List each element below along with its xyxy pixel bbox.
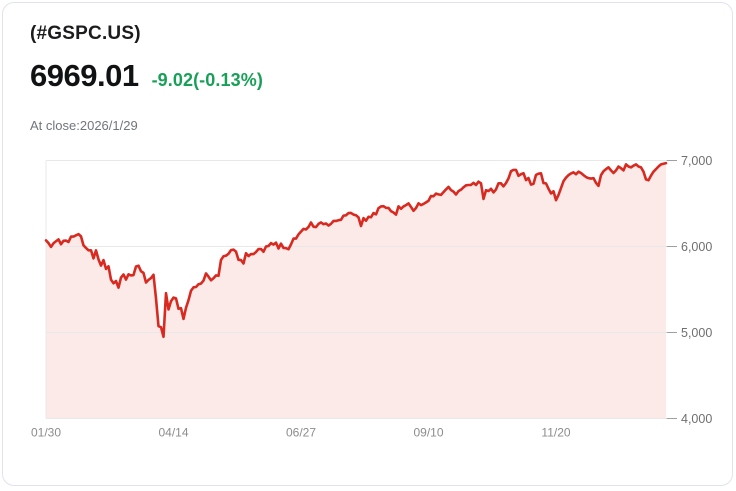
price-change: -9.02(-0.13%) — [151, 70, 263, 90]
x-axis-label: 01/30 — [31, 426, 61, 440]
price-chart[interactable]: 7,000 6,000 5,000 4,000 01/30 04/14 06/27 09/10… — [3, 3, 736, 491]
price-line-series — [44, 161, 668, 339]
x-axis-label: 04/14 — [158, 426, 188, 440]
quote-card: (#GSPC.US) 6969.01 -9.02(-0.13%) At clos… — [2, 2, 733, 486]
y-axis-label: 7,000 — [681, 154, 712, 168]
y-axis-label: 5,000 — [681, 326, 712, 340]
x-axis-label: 06/27 — [286, 426, 316, 440]
price-area-fill — [46, 163, 666, 419]
y-axis-label: 4,000 — [681, 412, 712, 426]
y-axis-label: 6,000 — [681, 240, 712, 254]
x-axis-label: 11/20 — [541, 426, 570, 440]
last-price: 6969.01 — [30, 58, 139, 93]
symbol-title: (#GSPC.US) — [30, 23, 141, 44]
as-of-timestamp: At close:2026/1/29 — [30, 118, 138, 133]
price-row: 6969.01 -9.02(-0.13%) — [30, 58, 263, 93]
x-axis-label: 09/10 — [413, 426, 443, 440]
